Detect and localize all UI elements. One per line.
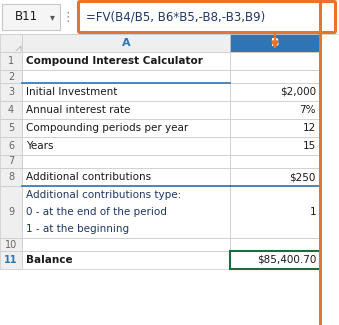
Bar [230,119,320,137]
Text: 1: 1 [8,56,14,66]
Bar [0,168,22,186]
Text: 1 - at the beginning: 1 - at the beginning [26,224,129,234]
Text: 10: 10 [5,240,17,250]
Bar [230,101,320,119]
Text: 6: 6 [8,141,14,151]
Bar [2,4,60,30]
Text: Balance: Balance [26,255,73,265]
Bar [230,34,320,52]
Bar [230,238,320,251]
Bar [230,186,320,238]
Text: Compounding periods per year: Compounding periods per year [26,123,188,133]
Text: 7%: 7% [299,105,316,115]
Bar [22,52,230,70]
Bar [0,186,22,238]
Text: 5: 5 [8,123,14,133]
Text: A: A [122,38,130,48]
Bar [230,251,320,269]
Text: 12: 12 [303,123,316,133]
Bar [22,168,230,186]
Text: 15: 15 [303,141,316,151]
Text: $2,000: $2,000 [280,87,316,97]
Bar [0,101,22,119]
Bar [22,83,230,101]
Bar [0,52,22,70]
Bar [0,238,22,251]
Text: Years: Years [26,141,54,151]
Text: $250: $250 [290,172,316,182]
FancyBboxPatch shape [79,2,336,32]
Bar [230,168,320,186]
Text: ⋮: ⋮ [62,10,74,23]
Bar [0,34,22,52]
Bar [230,155,320,168]
Text: 11: 11 [4,255,18,265]
Text: B: B [271,38,279,48]
Bar [22,251,230,269]
Bar [230,83,320,101]
Text: 9: 9 [8,207,14,217]
Bar [0,83,22,101]
Text: Compound Interest Calculator: Compound Interest Calculator [26,56,203,66]
Bar [22,238,230,251]
Text: 3: 3 [8,87,14,97]
Bar [22,155,230,168]
Text: Annual interest rate: Annual interest rate [26,105,131,115]
Text: Additional contributions type:: Additional contributions type: [26,190,181,200]
Bar [0,0,339,34]
Text: Additional contributions: Additional contributions [26,172,151,182]
Text: 8: 8 [8,172,14,182]
Text: 2: 2 [8,72,14,82]
Text: 4: 4 [8,105,14,115]
Bar [0,155,22,168]
Text: 1: 1 [310,207,316,217]
Bar [22,119,230,137]
Text: ▾: ▾ [49,12,55,22]
Bar [22,34,230,52]
Text: =FV(B4/B5, B6*B5,-B8,-B3,B9): =FV(B4/B5, B6*B5,-B8,-B3,B9) [86,10,265,23]
Bar [0,70,22,83]
Text: 7: 7 [8,157,14,166]
Bar [0,137,22,155]
Text: B11: B11 [15,10,38,23]
Text: 0 - at the end of the period: 0 - at the end of the period [26,207,167,217]
Bar [22,101,230,119]
Bar [0,119,22,137]
Bar [230,137,320,155]
Bar [22,137,230,155]
Text: $85,400.70: $85,400.70 [257,255,316,265]
Bar [230,52,320,70]
Bar [0,251,22,269]
Bar [22,186,230,238]
Bar [22,70,230,83]
Text: Initial Investment: Initial Investment [26,87,117,97]
Bar [230,70,320,83]
